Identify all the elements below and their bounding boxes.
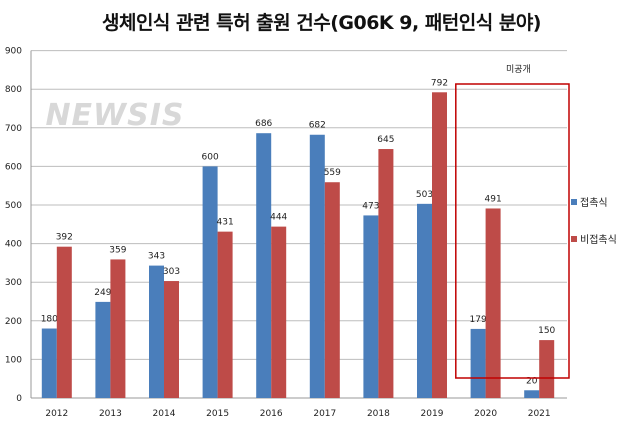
data-label: 20 (526, 376, 538, 386)
legend-swatch (571, 236, 577, 242)
y-tick-label: 200 (5, 317, 22, 327)
data-label: 491 (485, 194, 502, 204)
bar-noncontact (164, 281, 179, 398)
unpublished-label: 미공개 (506, 64, 531, 75)
x-tick-label: 2016 (260, 409, 283, 419)
y-tick-label: 300 (5, 278, 22, 288)
y-tick-label: 700 (5, 124, 22, 134)
x-tick-label: 2018 (367, 409, 390, 419)
bar-contact (470, 328, 486, 398)
bar-noncontact (539, 340, 555, 398)
data-label: 392 (56, 233, 73, 243)
data-label: 343 (148, 252, 165, 262)
y-tick-label: 900 (5, 47, 22, 57)
bar-noncontact (378, 149, 394, 398)
x-tick-label: 2012 (45, 409, 68, 419)
data-label: 792 (431, 78, 448, 88)
x-tick-label: 2017 (313, 409, 336, 419)
x-tick-label: 2020 (474, 409, 497, 419)
bar-contact (309, 134, 325, 399)
data-label: 303 (163, 267, 180, 277)
bar-contact (41, 328, 57, 398)
data-label: 600 (202, 152, 219, 162)
y-tick-label: 100 (5, 355, 22, 365)
bar-noncontact (271, 226, 287, 398)
bar-contact (256, 133, 272, 399)
bar-contact (363, 215, 379, 398)
data-label: 179 (470, 315, 487, 325)
unpublished-box (455, 83, 570, 379)
data-label: 503 (416, 190, 433, 200)
x-tick-label: 2013 (99, 409, 122, 419)
y-tick-label: 0 (16, 394, 22, 404)
data-label: 559 (324, 168, 341, 178)
bar-noncontact (485, 208, 501, 398)
bar-contact (202, 166, 218, 398)
x-tick-label: 2021 (528, 409, 551, 419)
y-tick-label: 600 (5, 162, 22, 172)
data-label: 150 (538, 326, 555, 336)
legend-label: 접촉식 (580, 197, 608, 209)
x-tick-label: 2019 (421, 409, 444, 419)
data-label: 682 (309, 121, 326, 131)
data-label: 444 (270, 213, 287, 223)
bar-noncontact (56, 246, 72, 398)
data-label: 431 (217, 218, 234, 228)
legend-label: 비접촉식 (580, 234, 617, 246)
bar-noncontact (432, 92, 447, 399)
y-tick-label: 500 (5, 201, 22, 211)
chart-title: 생체인식 관련 특허 출원 건수(G06K 9, 패턴인식 분야) (101, 12, 542, 34)
data-label: 180 (41, 315, 58, 325)
y-tick-label: 400 (5, 240, 22, 250)
bar-noncontact (217, 231, 233, 398)
bar-noncontact (110, 259, 126, 398)
bar-contact (417, 203, 432, 398)
data-label: 686 (255, 119, 272, 129)
bar-contact (149, 265, 164, 398)
data-label: 249 (94, 288, 111, 298)
bar-noncontact (324, 182, 340, 398)
data-label: 645 (377, 135, 394, 145)
bar-contact (95, 301, 111, 398)
x-tick-label: 2014 (153, 409, 176, 419)
bar-contact (524, 390, 540, 398)
data-label: 359 (109, 245, 126, 255)
data-label: 473 (362, 201, 379, 211)
watermark-logo: NEWSIS (45, 98, 184, 133)
legend-swatch (571, 199, 577, 205)
y-tick-label: 800 (5, 85, 22, 95)
x-tick-label: 2015 (206, 409, 229, 419)
